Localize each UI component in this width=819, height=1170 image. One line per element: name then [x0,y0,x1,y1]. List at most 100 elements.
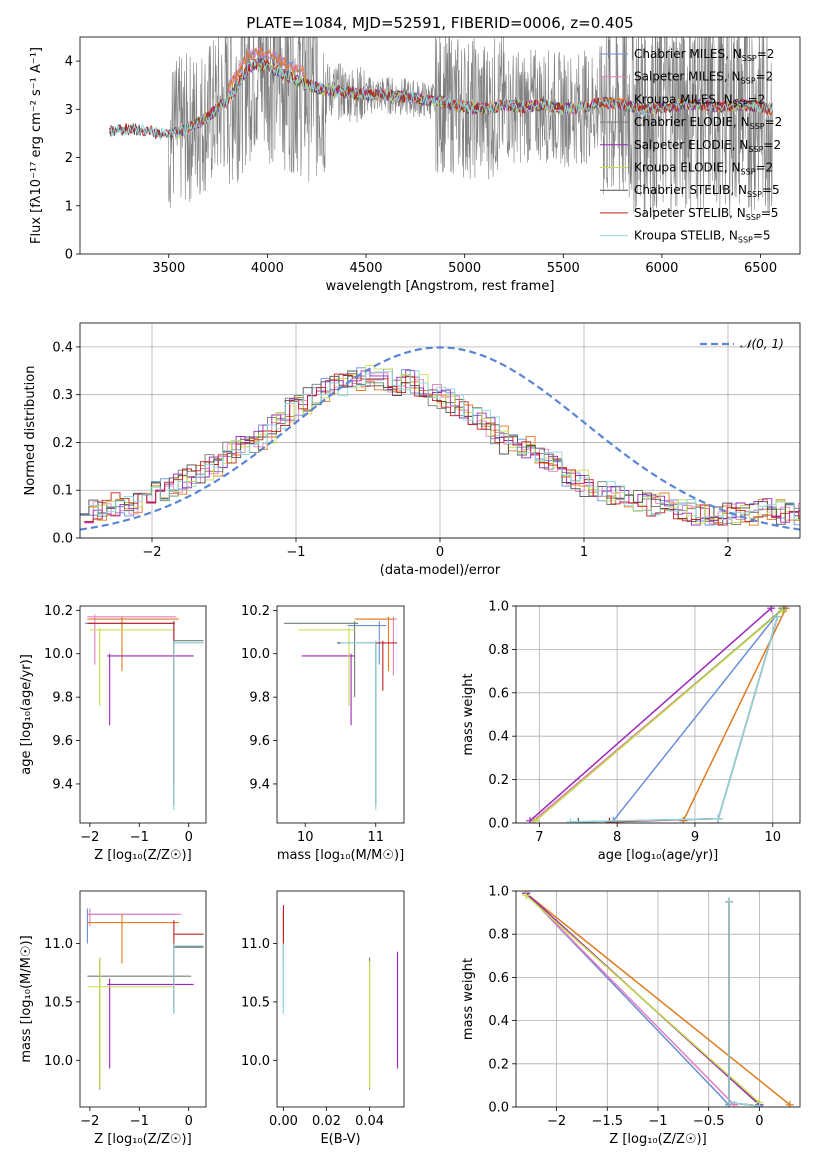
legend-entry-label: Kroupa MILES, NSSP=2 [634,92,765,108]
y-tick-label: 9.4 [249,777,270,792]
mass-weight-line [525,892,735,1106]
axes-frame [79,890,207,1108]
y-axis-label: age [log₁₀(age/yr)] [19,654,34,775]
legend-entry-label: Chabrier STELIB, NSSP=5 [634,183,780,199]
plot-area [86,908,204,1090]
x-tick-label: 4000 [251,261,284,276]
x-tick-label: 4500 [349,261,382,276]
residual-histogram-step [84,369,800,526]
x-axis-label: age [log₁₀(age/yr)] [598,848,719,863]
mass-weight-line [529,607,772,822]
legend-entry-label: Salpeter ELODIE, NSSP=2 [634,138,781,154]
mass-weight-marker [778,606,787,615]
x-tick-label: 0.04 [355,1114,384,1129]
plot-area [284,616,397,810]
x-tick-label: 5500 [547,261,580,276]
x-tick-label: 0 [436,545,444,560]
x-tick-label: 11 [368,830,385,845]
y-tick-label: 0 [65,248,73,263]
gridlines [80,323,800,539]
age-vs-mass-panel: 10 11 9.4 9.6 9.8 10.0 10.2 mass [log₁₀(M/M☉)] [241,604,405,863]
y-tick-label: 0.8 [488,928,509,943]
residual-histogram-step [84,373,800,526]
normal-distribution-curve [80,346,800,531]
x-tick-label: −2 [80,830,99,845]
y-tick-label: 9.8 [52,691,73,706]
y-tick-label: 10.0 [44,1054,73,1069]
mass-weight-marker [522,891,531,900]
y-tick-label: 0.3 [52,388,73,403]
y-tick-label: 0.2 [488,773,509,788]
mass-weight-line [728,901,760,1107]
mass-weight-marker [773,612,782,621]
x-tick-label: 6000 [645,261,678,276]
mass-weight-marker [725,1098,733,1107]
y-tick-label: 9.6 [249,734,270,749]
legend-entry-label: 𝒩(0, 1) [740,337,784,351]
legend-entry-label: Chabrier MILES, NSSP=2 [634,47,774,63]
model-spectrum-line [109,58,773,142]
plot-area [84,614,204,810]
mass-weight-marker [725,897,733,906]
y-tick-label: 0.6 [488,686,509,701]
y-tick-label: 2 [65,151,73,166]
mass-weight-marker [755,1101,764,1107]
x-tick-label: 1 [580,545,588,560]
y-tick-label: 0.4 [488,1014,509,1029]
legend-entry-label: Kroupa STELIB, NSSP=5 [634,229,771,245]
legend-entry-label: Kroupa ELODIE, NSSP=2 [634,161,773,177]
mass-weight-marker [714,814,723,823]
mass-vs-extinction-panel: 0.00 0.02 0.04 10.0 10.5 11.0 E(B-V) [241,890,405,1147]
mass-weight-line [570,616,779,823]
y-tick-label: 0.0 [52,532,73,547]
y-tick-label: 4 [65,55,73,70]
y-tick-label: 11.0 [44,937,73,952]
plot-area [109,37,773,218]
mass-weight-marker [767,606,776,613]
mass-weight-marker [730,1100,739,1107]
x-tick-label: 9 [691,830,699,845]
x-tick-label: 2 [724,545,732,560]
y-tick-label: 10.0 [241,647,270,662]
y-tick-label: 1.0 [488,600,509,615]
x-tick-label: −1.5 [591,1114,623,1129]
residual-histogram-step [88,370,800,520]
y-tick-label: 10.2 [241,604,270,619]
mass-weight-marker [679,816,688,823]
y-tick-label: 1.0 [488,885,509,900]
y-axis-label: mass weight [461,673,476,755]
y-axis-label: mass weight [461,958,476,1040]
y-tick-label: 9.8 [249,691,270,706]
x-tick-label: 0 [755,1114,763,1129]
plot-area [526,606,790,823]
mass-vs-metallicity-panel: −2 −1 0 10.0 10.5 11.0 Z [log₁₀(Z/Z☉)] mass [lo… [19,890,207,1147]
legend-entry-label: Salpeter STELIB, NSSP=5 [634,206,778,222]
y-axis-label: Normed distribution [23,366,38,496]
mass-weight-marker [605,817,614,823]
legend-entry-label: Salpeter MILES, NSSP=2 [634,70,773,86]
observed-spectrum-line [109,37,773,218]
x-axis-label: E(B-V) [320,1132,360,1147]
y-axis-label: mass [log₁₀(M/M☉)] [19,935,34,1062]
mass-weight-marker [566,817,575,823]
x-tick-label: 8 [613,830,621,845]
x-axis-label: (data-model)/error [380,563,501,578]
x-tick-label: −2 [547,1114,566,1129]
y-tick-label: 1 [65,199,73,214]
axes-frame [79,322,801,539]
mass-weight-marker [785,1100,794,1107]
y-tick-label: 10.0 [241,1054,270,1069]
y-tick-label: 0.1 [52,484,73,499]
x-tick-label: −1 [286,545,305,560]
plot-area [80,346,800,531]
y-tick-label: 10.5 [44,995,73,1010]
mass-weight-vs-age-panel: 7 8 9 10 0.0 0.2 0.4 0.6 0.8 1.0 age [log₁₀(age/yr… [461,600,801,863]
mass-weight-line [728,901,760,1107]
y-tick-label: 0.6 [488,971,509,986]
residual-histogram-step [88,365,800,524]
axes-frame [515,605,801,824]
axes-frame [79,605,207,824]
x-tick-label: −2 [142,545,161,560]
y-tick-label: 3 [65,103,73,118]
y-tick-label: 0.2 [488,1057,509,1072]
